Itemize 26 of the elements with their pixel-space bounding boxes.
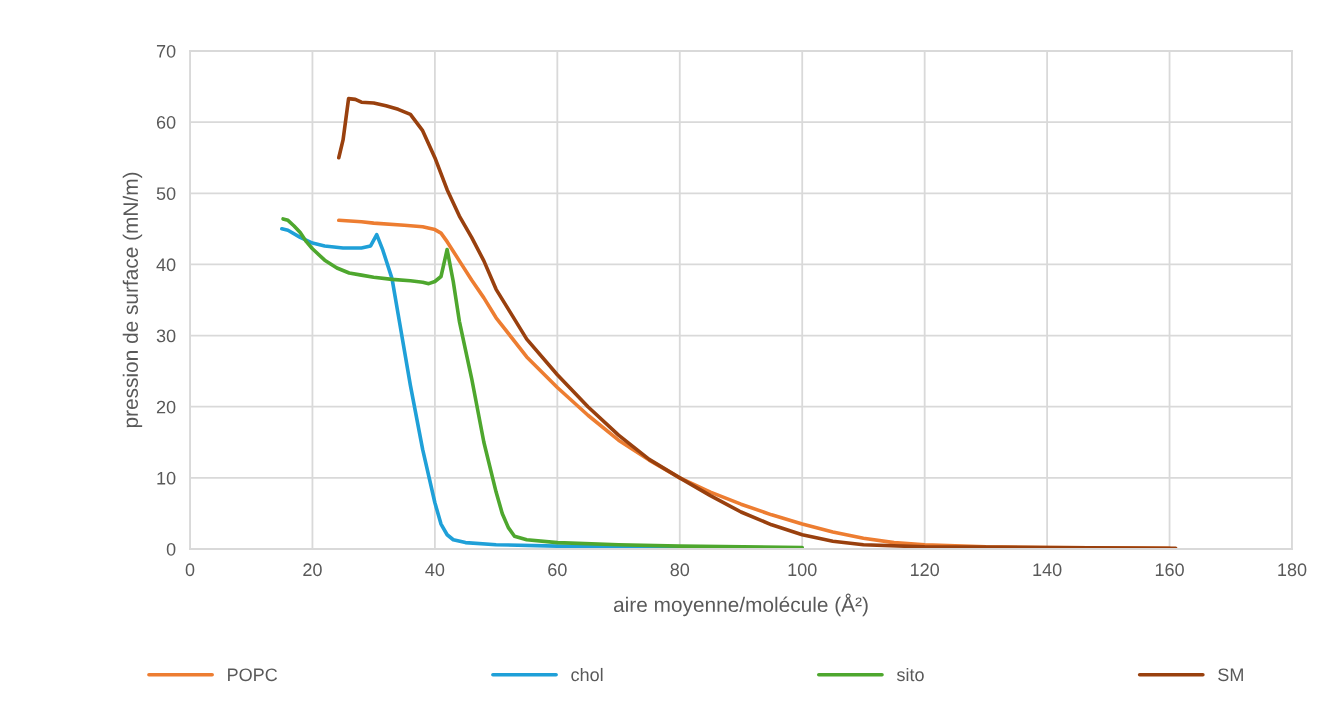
y-tick-label: 20 bbox=[156, 400, 176, 414]
x-tick-label: 100 bbox=[788, 563, 817, 577]
y-tick-label: 30 bbox=[156, 329, 176, 343]
y-axis-title: pression de surface (mN/m) bbox=[122, 172, 143, 428]
x-tick-label: 120 bbox=[910, 563, 940, 577]
y-tick-label: 10 bbox=[157, 471, 176, 485]
legend-label: sito bbox=[896, 667, 924, 682]
y-tick-label: 0 bbox=[166, 542, 176, 556]
x-tick-label: 60 bbox=[548, 563, 567, 577]
y-tick-label: 50 bbox=[156, 187, 176, 201]
y-tick-label: 40 bbox=[156, 258, 176, 272]
line-series bbox=[336, 96, 1178, 549]
x-tick-label: 40 bbox=[425, 563, 445, 577]
x-tick-label: 160 bbox=[1155, 563, 1184, 577]
x-tick-label: 80 bbox=[670, 563, 690, 577]
legend-label: POPC bbox=[228, 668, 278, 682]
x-tick-label: 140 bbox=[1033, 563, 1062, 577]
y-tick-label: 70 bbox=[156, 44, 176, 58]
x-tick-label: 0 bbox=[185, 563, 195, 577]
legend-label: chol bbox=[571, 667, 603, 682]
y-tick-label: 60 bbox=[156, 116, 176, 129]
line-series bbox=[281, 217, 805, 549]
x-tick-label: 20 bbox=[303, 563, 322, 577]
legend-label: SM bbox=[1218, 668, 1243, 682]
x-tick-label: 180 bbox=[1278, 563, 1307, 577]
x-axis-title: aire moyenne/molécule (Å²) bbox=[613, 593, 868, 617]
